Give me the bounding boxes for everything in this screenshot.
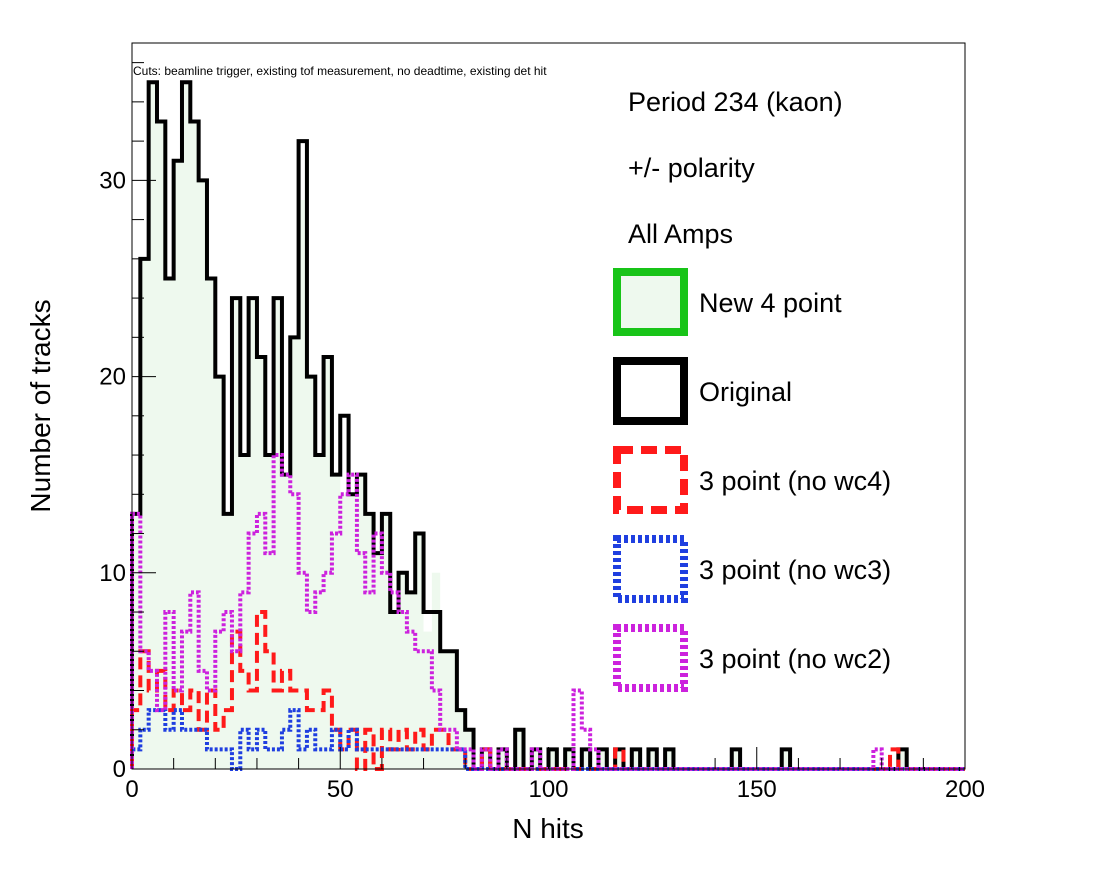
cuts-note: Cuts: beamline trigger, existing tof mea… [133, 64, 547, 78]
legend-entry-label: 3 point (no wc3) [699, 555, 891, 585]
x-tick-label: 0 [125, 776, 138, 803]
legend-entry-label: 3 point (no wc4) [699, 466, 891, 496]
axis-layer: 0 50 100 150 200 0 10 20 30 [99, 62, 985, 803]
x-tick-label: 200 [945, 776, 985, 803]
legend-entry-label: 3 point (no wc2) [699, 644, 891, 674]
legend: Period 234 (kaon) +/- polarity All Amps New… [613, 87, 891, 692]
y-tick-label: 10 [99, 560, 126, 587]
y-axis-title: Number of tracks [25, 299, 56, 512]
series-3-line [130, 610, 965, 771]
series-1-line [132, 82, 965, 770]
x-tick-label: 100 [528, 776, 568, 803]
x-axis-title: N hits [512, 813, 584, 844]
x-tick-label: 150 [737, 776, 777, 803]
legend-header-line: All Amps [628, 219, 733, 249]
legend-swatch [613, 357, 688, 425]
legend-header-line: +/- polarity [628, 153, 755, 183]
legend-entry-label: New 4 point [699, 288, 842, 318]
legend-swatch [613, 535, 688, 603]
y-tick-label: 20 [99, 364, 126, 391]
y-tick-label: 30 [99, 167, 126, 194]
legend-header-line: Period 234 (kaon) [628, 87, 843, 117]
legend-swatch [613, 268, 688, 336]
y-tick-label: 0 [113, 756, 126, 783]
legend-entry-label: Original [699, 377, 792, 407]
x-tick-label: 50 [327, 776, 354, 803]
legend-swatch [613, 446, 688, 514]
legend-swatch [613, 624, 688, 692]
